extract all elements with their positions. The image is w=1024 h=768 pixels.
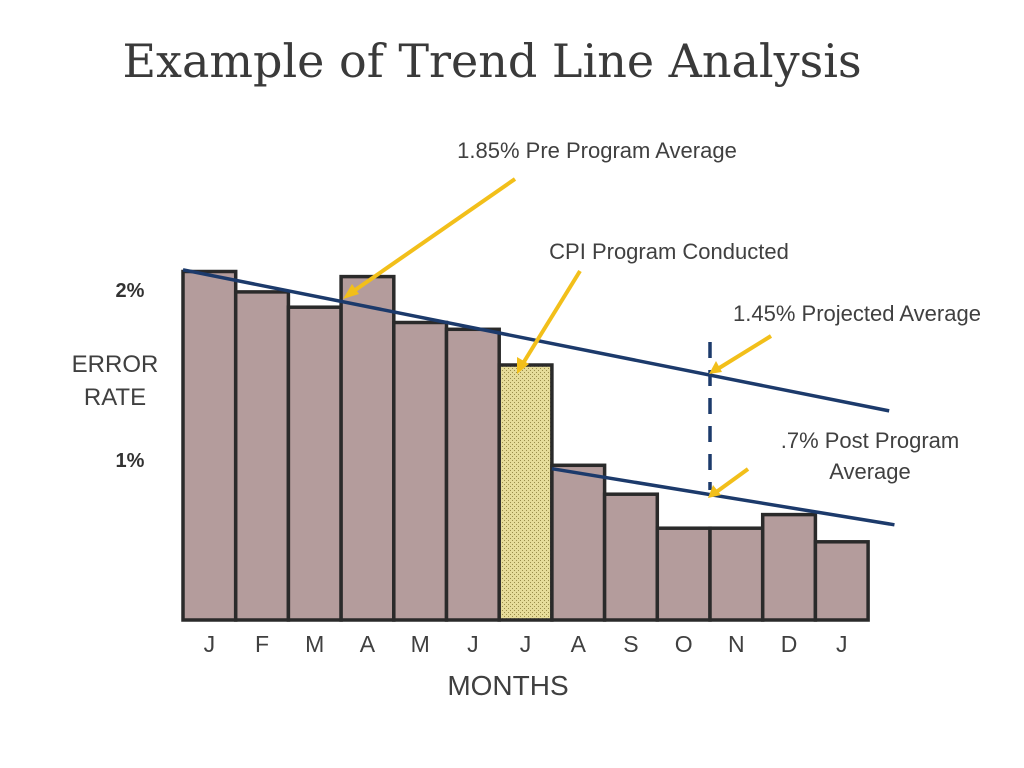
bar xyxy=(339,274,396,622)
arrow-pre-program-head xyxy=(343,284,359,299)
arrow-cpi-head xyxy=(517,357,529,374)
x-tick-label: F xyxy=(255,631,269,657)
bar xyxy=(392,320,449,622)
x-tick-label: M xyxy=(305,631,324,657)
chart-title: Example of Trend Line Analysis xyxy=(122,34,861,88)
bar xyxy=(708,526,765,622)
y-tick-label: 1% xyxy=(116,450,145,472)
x-tick-label: J xyxy=(204,631,216,657)
annotation-post-program-line2: Average xyxy=(829,459,911,484)
x-axis-label: MONTHS xyxy=(447,670,568,701)
bar-highlighted xyxy=(497,363,554,622)
x-tick-label: A xyxy=(360,631,376,657)
x-tick-label: O xyxy=(675,631,693,657)
bar xyxy=(813,540,870,622)
arrow-cpi xyxy=(520,269,582,367)
arrow-post-program-head xyxy=(708,485,721,498)
x-tick-label: N xyxy=(728,631,745,657)
y-ticks-group: 2% 1% xyxy=(116,280,145,472)
x-tick-label: A xyxy=(571,631,587,657)
bar xyxy=(181,269,238,622)
x-tick-label: J xyxy=(520,631,532,657)
y-axis-label-line1: ERROR xyxy=(72,351,159,378)
bar xyxy=(760,512,818,622)
trend-line-post-program xyxy=(551,466,895,527)
bar xyxy=(233,290,291,622)
arrows-group xyxy=(343,177,773,498)
arrow-projected-head xyxy=(709,361,722,374)
annotation-cpi-program: CPI Program Conducted xyxy=(549,239,789,264)
x-tick-label: S xyxy=(623,631,638,657)
x-tick-label: J xyxy=(467,631,479,657)
annotation-pre-program-average: 1.85% Pre Program Average xyxy=(457,138,737,163)
x-tick-label: D xyxy=(781,631,798,657)
arrow-projected xyxy=(714,334,773,372)
bars-group xyxy=(181,269,870,622)
arrow-pre-program xyxy=(346,177,517,297)
x-tick-label: J xyxy=(836,631,848,657)
bar xyxy=(286,305,343,622)
bar xyxy=(602,492,660,622)
x-tick-label: M xyxy=(411,631,430,657)
arrow-post-program xyxy=(713,467,750,495)
y-tick-label: 2% xyxy=(116,280,145,302)
bar xyxy=(550,463,607,622)
bar xyxy=(655,526,712,622)
y-axis-label-line2: RATE xyxy=(84,384,146,411)
annotation-post-program-line1: .7% Post Program xyxy=(781,428,960,453)
bar xyxy=(444,327,501,622)
annotation-projected-average: 1.45% Projected Average xyxy=(733,301,981,326)
